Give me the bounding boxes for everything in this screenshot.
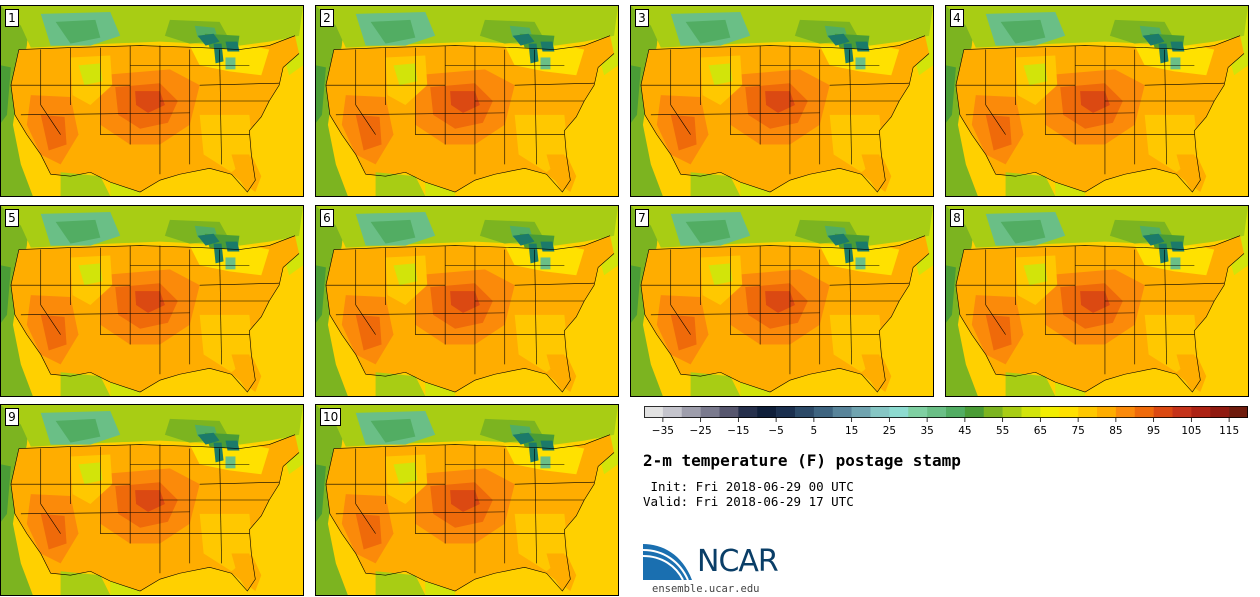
colorbar-swatch <box>908 406 928 418</box>
temperature-map <box>1 405 303 595</box>
panel-number: 8 <box>950 209 964 227</box>
colorbar-swatch <box>795 406 815 418</box>
panel-number: 3 <box>635 9 649 27</box>
colorbar-swatch <box>644 406 664 418</box>
temperature-map <box>946 6 1248 196</box>
panel-number: 5 <box>5 209 19 227</box>
colorbar-swatch <box>1097 406 1117 418</box>
colorbar-swatch <box>1021 406 1041 418</box>
colorbar-swatch <box>870 406 890 418</box>
temperature-map <box>1 6 303 196</box>
stamp-panel-2: 2 <box>315 5 619 197</box>
colorbar-swatch <box>1229 406 1248 418</box>
colorbar-swatch <box>681 406 701 418</box>
colorbar-swatch <box>1134 406 1154 418</box>
colorbar-swatch <box>983 406 1003 418</box>
colorbar-swatch <box>964 406 985 418</box>
colorbar-swatch <box>1210 406 1230 418</box>
panel-number: 2 <box>320 9 334 27</box>
stamp-panel-9: 9 <box>0 404 304 596</box>
ncar-logo-icon <box>642 544 692 581</box>
colorbar-swatch <box>946 406 966 418</box>
colorbar-swatch <box>813 406 834 418</box>
colorbar-swatch <box>1153 406 1173 418</box>
colorbar-swatch <box>1078 406 1098 418</box>
colorbar-swatch <box>776 406 796 418</box>
colorbar-tick-label: 115 <box>1219 425 1239 437</box>
colorbar-swatch <box>700 406 720 418</box>
colorbar-swatch <box>1191 406 1211 418</box>
colorbar-tick-label: 45 <box>958 425 971 437</box>
ensemble-url: ensemble.ucar.edu <box>652 583 760 595</box>
colorbar-tick-label: 55 <box>996 425 1009 437</box>
temperature-colorbar: −35 −25 −15 −5 5 15 25 35 45 55 65 75 85 95 105 115 <box>644 406 1248 437</box>
stamp-panel-6: 6 <box>315 205 619 397</box>
colorbar-frame <box>644 406 1248 418</box>
colorbar-tick-label: −25 <box>690 425 712 437</box>
init-time: Init: Fri 2018-06-29 00 UTC <box>643 479 854 494</box>
temperature-map <box>316 206 618 396</box>
colorbar-swatch <box>1059 406 1079 418</box>
ncar-wordmark: NCAR <box>697 544 779 579</box>
colorbar-tick-label: 25 <box>883 425 896 437</box>
colorbar-tick-label: 15 <box>845 425 858 437</box>
panel-number: 6 <box>320 209 334 227</box>
temperature-map <box>631 6 933 196</box>
colorbar-swatch <box>851 406 871 418</box>
colorbar-tick-label: 5 <box>811 425 818 437</box>
stamp-panel-3: 3 <box>630 5 934 197</box>
colorbar-tick-label: 95 <box>1147 425 1160 437</box>
colorbar-swatch <box>889 406 909 418</box>
temperature-map <box>1 206 303 396</box>
colorbar-swatch <box>1002 406 1022 418</box>
temperature-map <box>316 6 618 196</box>
colorbar-swatch <box>927 406 947 418</box>
colorbar-swatch <box>832 406 852 418</box>
colorbar-tick-label: −15 <box>727 425 749 437</box>
stamp-panel-7: 7 <box>630 205 934 397</box>
stamp-panel-5: 5 <box>0 205 304 397</box>
temperature-map <box>946 206 1248 396</box>
colorbar-swatch <box>662 406 683 418</box>
colorbar-tick-label: 65 <box>1034 425 1047 437</box>
temperature-map <box>631 206 933 396</box>
colorbar-tick-label: 35 <box>920 425 933 437</box>
stamp-panel-10: 10 <box>315 404 619 596</box>
colorbar-tick-label: −35 <box>652 425 674 437</box>
panel-number: 1 <box>5 9 19 27</box>
panel-number: 9 <box>5 408 19 426</box>
colorbar-tick-label: 85 <box>1109 425 1122 437</box>
chart-title: 2-m temperature (F) postage stamp <box>643 451 961 470</box>
panel-number: 4 <box>950 9 964 27</box>
colorbar-tick-label: −5 <box>768 425 783 437</box>
panel-number: 7 <box>635 209 649 227</box>
colorbar-swatch <box>738 406 758 418</box>
panel-number: 10 <box>320 408 342 426</box>
colorbar-swatch <box>757 406 777 418</box>
colorbar-swatch <box>1040 406 1060 418</box>
colorbar-tick-label: 75 <box>1071 425 1084 437</box>
stamp-panel-4: 4 <box>945 5 1249 197</box>
colorbar-swatch <box>719 406 739 418</box>
colorbar-swatch <box>1172 406 1192 418</box>
colorbar-swatch <box>1115 406 1136 418</box>
colorbar-tick-label: 105 <box>1181 425 1201 437</box>
temperature-map <box>316 405 618 595</box>
stamp-panel-1: 1 <box>0 5 304 197</box>
stamp-panel-8: 8 <box>945 205 1249 397</box>
valid-time: Valid: Fri 2018-06-29 17 UTC <box>643 494 854 509</box>
